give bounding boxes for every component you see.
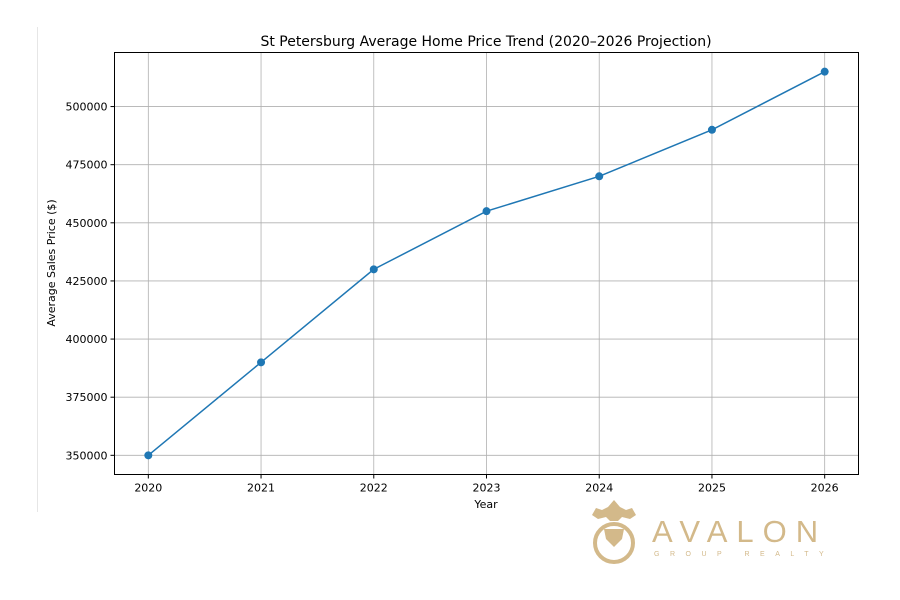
y-tick-label: 475000 <box>66 159 108 172</box>
y-tick-label: 450000 <box>66 217 108 230</box>
logo-shield <box>604 529 624 547</box>
x-axis-label: Year <box>473 498 498 511</box>
avalon-logo: AVALON GROUP REALTY <box>592 500 834 564</box>
data-point <box>257 358 266 367</box>
axis-ticks: 2020 2021 2022 2023 2024 2025 2026 350000 375000… <box>66 101 839 495</box>
x-tick-label: 2023 <box>473 482 501 495</box>
chart-title: St Petersburg Average Home Price Trend (… <box>260 34 711 50</box>
data-point <box>595 172 604 181</box>
y-tick-label: 400000 <box>66 333 108 346</box>
x-tick-label: 2024 <box>585 482 613 495</box>
x-tick-label: 2022 <box>360 482 388 495</box>
logo-crest <box>592 500 636 521</box>
x-tick-label: 2021 <box>247 482 275 495</box>
data-point <box>369 265 378 274</box>
data-point <box>707 125 716 134</box>
y-tick-label: 375000 <box>66 391 108 404</box>
x-tick-label: 2025 <box>698 482 726 495</box>
logo-ring <box>593 522 635 564</box>
x-tick-label: 2020 <box>134 482 162 495</box>
grid <box>114 52 859 475</box>
data-point <box>482 207 491 216</box>
y-axis-label: Average Sales Price ($) <box>45 199 58 326</box>
data-point <box>820 67 829 76</box>
logo-tagline: GROUP REALTY <box>654 551 834 558</box>
data-point <box>144 451 153 460</box>
plot-frame <box>114 52 859 475</box>
x-tick-label: 2026 <box>811 482 839 495</box>
y-tick-label: 500000 <box>66 101 108 114</box>
logo-name: AVALON <box>652 514 827 549</box>
y-tick-label: 350000 <box>66 449 108 462</box>
y-tick-label: 425000 <box>66 275 108 288</box>
series <box>144 67 829 460</box>
